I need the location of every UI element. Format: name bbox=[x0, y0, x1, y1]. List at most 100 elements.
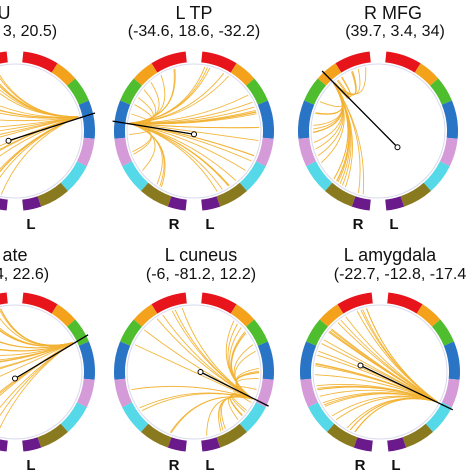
ring-segment-right-8 bbox=[385, 196, 405, 211]
ring-segment-right-6 bbox=[423, 161, 450, 191]
ring-segment-left-3 bbox=[304, 78, 326, 105]
ring-segment-left-6 bbox=[308, 402, 335, 432]
ring-segment-right-8 bbox=[387, 437, 407, 452]
panel-title-2: L TP bbox=[175, 3, 213, 23]
ring-segment-right-5 bbox=[255, 378, 274, 408]
connection-curve bbox=[129, 82, 160, 124]
ring-segment-right-3 bbox=[67, 78, 89, 105]
connection-curve bbox=[340, 319, 438, 403]
ring-segment-right-2 bbox=[416, 304, 441, 327]
connection-curve bbox=[129, 122, 237, 181]
ring-segment-right-5 bbox=[76, 378, 95, 408]
panel-title-4: ate bbox=[2, 245, 28, 265]
panel-coords-3: (39.7, 3.4, 34) bbox=[345, 23, 445, 40]
ring-segment-right-7 bbox=[216, 182, 247, 207]
ring-segment-right-4 bbox=[441, 100, 459, 139]
seed-point bbox=[191, 131, 197, 138]
connection-curve bbox=[319, 83, 345, 107]
panel-coords-5: (-6, -81.2, 12.2) bbox=[145, 266, 257, 283]
ring-segment-left-5 bbox=[114, 137, 133, 167]
ring-segment-left-8 bbox=[0, 198, 8, 211]
ring-segment-right-1 bbox=[201, 292, 237, 314]
connection-curve bbox=[0, 110, 79, 119]
top-gap bbox=[12, 47, 18, 63]
connectogram-panel-1: RL bbox=[0, 47, 96, 233]
connection-curve bbox=[349, 397, 438, 431]
seed-point bbox=[5, 137, 12, 144]
ring-segment-left-6 bbox=[122, 402, 149, 432]
ring-segment-left-6 bbox=[306, 161, 333, 191]
connection-curve bbox=[129, 94, 249, 124]
connection-curve bbox=[0, 342, 74, 417]
ring-segment-left-7 bbox=[141, 423, 172, 448]
ring-segment-right-6 bbox=[239, 161, 266, 191]
hemisphere-label-left: L bbox=[26, 216, 35, 233]
connection-curve bbox=[233, 391, 254, 403]
connection-curve bbox=[0, 342, 74, 370]
ring-segment-left-6 bbox=[122, 161, 149, 191]
ring-segment-right-6 bbox=[239, 402, 266, 432]
ring-segment-right-4 bbox=[257, 100, 275, 139]
top-gap bbox=[377, 288, 383, 304]
ring-segment-left-2 bbox=[133, 304, 158, 327]
panel-title-5: L cuneus bbox=[164, 245, 238, 265]
connection-curve bbox=[174, 309, 254, 400]
connection-curve bbox=[134, 344, 254, 400]
seed-line bbox=[112, 120, 195, 135]
hemisphere-label-right: R bbox=[0, 216, 1, 233]
connection-curve bbox=[0, 83, 79, 118]
connection-curve bbox=[0, 308, 74, 346]
connection-curve bbox=[141, 393, 254, 412]
connection-curve bbox=[312, 83, 343, 130]
seed-line bbox=[321, 70, 398, 148]
connection-curve bbox=[333, 67, 367, 95]
ring-segment-left-4 bbox=[113, 100, 131, 139]
ring-segment-right-2 bbox=[51, 63, 76, 86]
ring-segment-right-5 bbox=[439, 137, 458, 167]
hemisphere-label-right: R bbox=[353, 216, 364, 233]
seed-line bbox=[360, 364, 454, 411]
seed-point bbox=[197, 369, 204, 375]
ring-segment-right-8 bbox=[201, 196, 221, 211]
connection-curve bbox=[129, 111, 257, 125]
ring-segment-right-5 bbox=[441, 378, 460, 408]
top-gap bbox=[191, 47, 197, 63]
connection-curve bbox=[129, 122, 259, 129]
connection-curve bbox=[225, 320, 254, 400]
connectogram-panel-4: RL bbox=[0, 288, 95, 474]
seed-point bbox=[394, 144, 401, 151]
ring-segment-left-4 bbox=[114, 341, 131, 380]
hemisphere-label-left: L bbox=[26, 457, 35, 474]
ring-segment-right-2 bbox=[51, 304, 76, 327]
ring-segment-right-6 bbox=[425, 402, 452, 432]
ring-segment-right-5 bbox=[255, 137, 274, 167]
connection-curve bbox=[0, 116, 79, 122]
bottom-gap bbox=[191, 199, 197, 215]
ring-segment-left-1 bbox=[0, 51, 8, 64]
ring-segment-right-4 bbox=[443, 341, 460, 380]
bottom-gap bbox=[12, 199, 18, 215]
connection-curve bbox=[0, 116, 79, 138]
ring-segment-left-2 bbox=[317, 63, 342, 86]
ring-segment-right-3 bbox=[246, 319, 268, 346]
ring-segment-left-1 bbox=[151, 51, 187, 73]
top-gap bbox=[191, 288, 197, 304]
ring-segment-right-7 bbox=[37, 182, 68, 207]
ring-segment-right-8 bbox=[22, 437, 42, 452]
ring-segment-right-3 bbox=[246, 78, 268, 105]
panel-title-1: U bbox=[0, 3, 11, 23]
ring-segment-left-7 bbox=[141, 182, 172, 207]
panel-coords-2: (-34.6, 18.6, -32.2) bbox=[127, 23, 261, 40]
ring-segment-left-2 bbox=[133, 63, 158, 86]
ring-segment-left-4 bbox=[300, 341, 317, 380]
connection-curve bbox=[330, 329, 438, 403]
connection-curve bbox=[331, 395, 438, 417]
ring-segment-left-1 bbox=[151, 292, 187, 314]
hemisphere-label-right: R bbox=[355, 457, 366, 474]
ring-segment-right-1 bbox=[201, 51, 237, 73]
bottom-gap bbox=[191, 440, 197, 456]
